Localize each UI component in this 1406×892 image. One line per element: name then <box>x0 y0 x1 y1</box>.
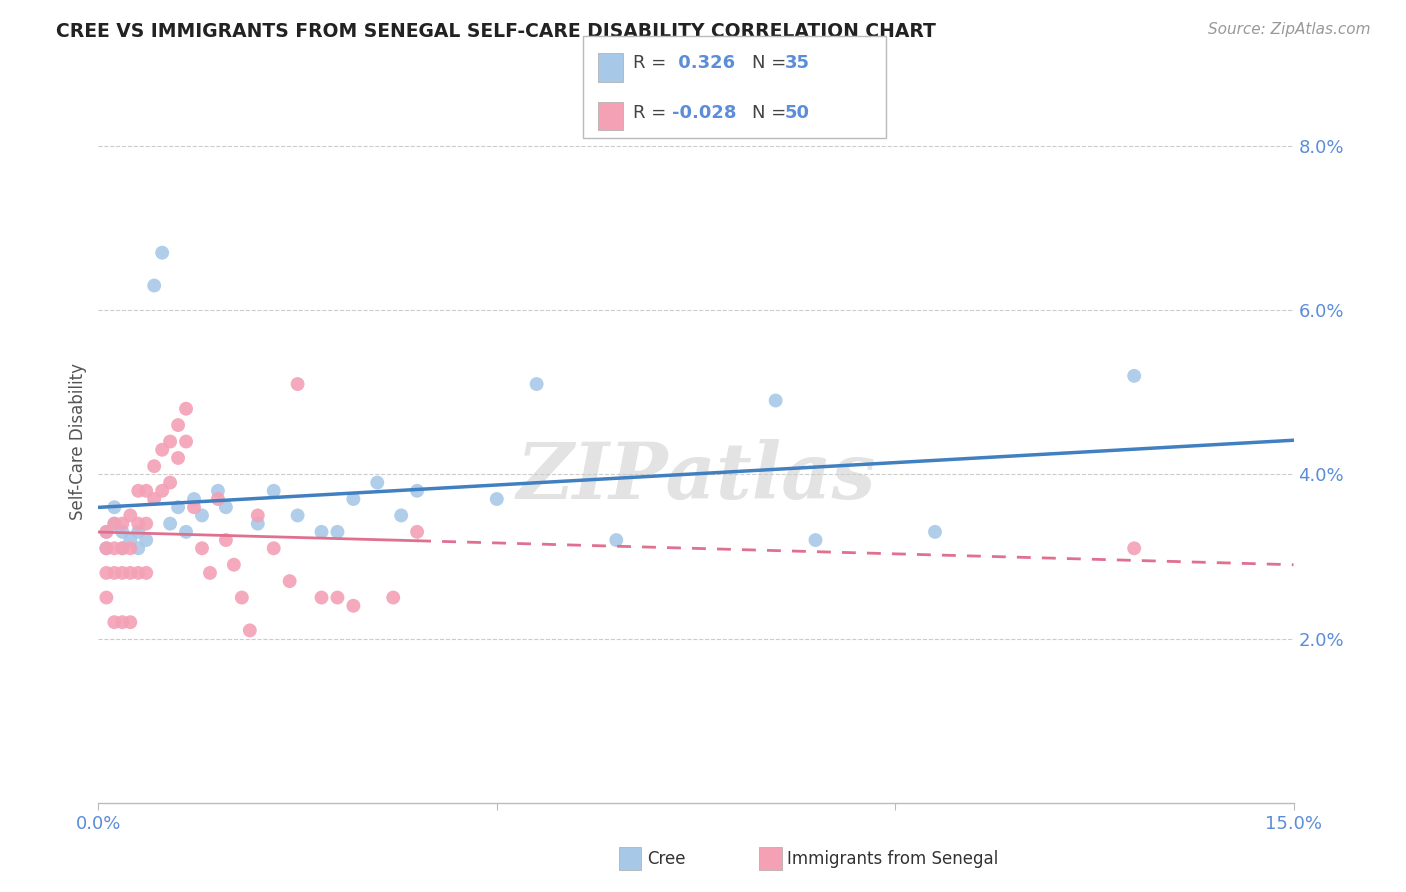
Y-axis label: Self-Care Disability: Self-Care Disability <box>69 363 87 520</box>
Point <box>120 541 142 556</box>
Point <box>103 541 125 556</box>
Point <box>111 566 134 580</box>
Point <box>111 615 134 630</box>
Text: Immigrants from Senegal: Immigrants from Senegal <box>787 849 998 868</box>
Point <box>127 516 149 531</box>
Point <box>263 483 285 498</box>
Point <box>120 566 142 580</box>
Text: ZIPatlas: ZIPatlas <box>516 440 876 516</box>
Point <box>135 516 157 531</box>
Point <box>191 508 214 523</box>
Point <box>231 591 253 605</box>
Point <box>159 434 181 449</box>
Point <box>287 377 309 392</box>
Text: -0.028: -0.028 <box>672 103 737 121</box>
Text: N =: N = <box>752 103 792 121</box>
Point <box>111 524 134 539</box>
Point <box>143 278 166 293</box>
Point <box>96 566 118 580</box>
Point <box>183 500 205 515</box>
Point <box>263 541 285 556</box>
Point <box>526 377 548 392</box>
Point <box>311 524 333 539</box>
Text: Cree: Cree <box>647 849 685 868</box>
Point <box>215 533 238 547</box>
Point <box>103 516 125 531</box>
Point <box>150 442 173 457</box>
Point <box>111 541 134 556</box>
Point <box>246 516 269 531</box>
Point <box>135 566 157 580</box>
Point <box>389 508 412 523</box>
Text: 50: 50 <box>785 103 810 121</box>
Point <box>111 541 134 556</box>
Point <box>167 450 190 465</box>
Point <box>143 459 166 474</box>
Point <box>198 566 221 580</box>
Point <box>765 393 787 408</box>
Point <box>150 483 173 498</box>
Point <box>127 483 149 498</box>
Point <box>96 524 118 539</box>
Point <box>96 541 118 556</box>
Point <box>167 418 190 433</box>
Text: Source: ZipAtlas.com: Source: ZipAtlas.com <box>1208 22 1371 37</box>
Point <box>135 483 157 498</box>
Point <box>120 508 142 523</box>
Point <box>239 624 262 638</box>
Point <box>406 483 429 498</box>
Point <box>207 491 229 506</box>
Point <box>159 475 181 490</box>
Point <box>183 491 205 506</box>
Point <box>120 533 142 547</box>
Point <box>103 500 125 515</box>
Text: R =: R = <box>633 103 672 121</box>
Point <box>127 566 149 580</box>
Point <box>159 516 181 531</box>
Point <box>127 524 149 539</box>
Point <box>246 508 269 523</box>
Point <box>96 541 118 556</box>
Point <box>278 574 301 588</box>
Point <box>103 566 125 580</box>
Text: 0.326: 0.326 <box>672 54 735 72</box>
Point <box>804 533 827 547</box>
Text: R =: R = <box>633 54 672 72</box>
Point <box>326 591 349 605</box>
Point <box>311 591 333 605</box>
Point <box>366 475 388 490</box>
Point <box>174 524 197 539</box>
Point <box>215 500 238 515</box>
Point <box>485 491 508 506</box>
Point <box>406 524 429 539</box>
Point <box>382 591 405 605</box>
Point <box>1123 368 1146 383</box>
Point <box>191 541 214 556</box>
Point <box>96 591 118 605</box>
Point <box>222 558 245 572</box>
Point <box>127 541 149 556</box>
Text: N =: N = <box>752 54 792 72</box>
Point <box>174 401 197 416</box>
Text: 35: 35 <box>785 54 810 72</box>
Point <box>174 434 197 449</box>
Point <box>605 533 627 547</box>
Point <box>326 524 349 539</box>
Text: CREE VS IMMIGRANTS FROM SENEGAL SELF-CARE DISABILITY CORRELATION CHART: CREE VS IMMIGRANTS FROM SENEGAL SELF-CAR… <box>56 22 936 41</box>
Point <box>207 483 229 498</box>
Point <box>120 615 142 630</box>
Point <box>103 516 125 531</box>
Point <box>342 491 364 506</box>
Point <box>103 615 125 630</box>
Point <box>342 599 364 613</box>
Point <box>287 508 309 523</box>
Point <box>924 524 946 539</box>
Point <box>150 245 173 260</box>
Point <box>135 533 157 547</box>
Point <box>143 491 166 506</box>
Point <box>1123 541 1146 556</box>
Point <box>167 500 190 515</box>
Point <box>111 516 134 531</box>
Point <box>96 524 118 539</box>
